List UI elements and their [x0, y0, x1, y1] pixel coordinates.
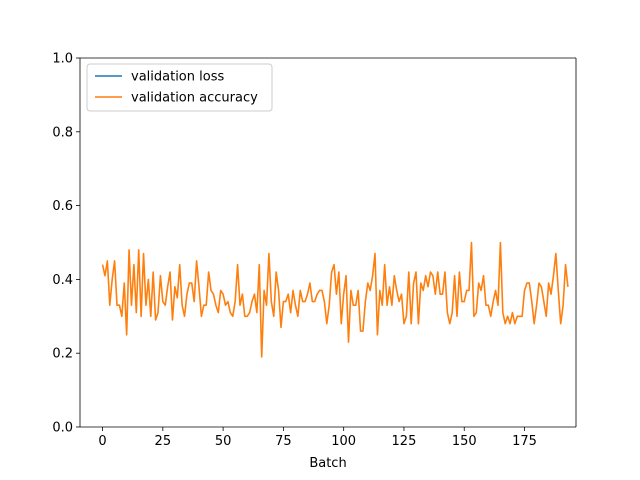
- x-axis-ticks: 0 25 50 75 100 125 150 175: [98, 427, 537, 449]
- series-line-validation-accuracy: [101, 241, 569, 358]
- y-tick-label: 0.0: [52, 421, 73, 436]
- y-axis-ticks: 0.0 0.2 0.4 0.6 0.8 1.0: [52, 52, 80, 436]
- x-tick-label: 50: [215, 434, 232, 449]
- series-layer: [101, 241, 569, 358]
- legend: validation loss validation accuracy: [86, 63, 273, 112]
- legend-label-validation-accuracy: validation accuracy: [131, 91, 258, 106]
- legend-label-validation-loss: validation loss: [131, 70, 224, 85]
- x-tick-label: 125: [392, 434, 417, 449]
- plot-area: [80, 58, 576, 427]
- axes-layer: [79, 57, 577, 428]
- x-tick-label: 150: [452, 434, 477, 449]
- y-tick-label: 1.0: [52, 52, 73, 67]
- y-tick-label: 0.2: [52, 347, 73, 362]
- x-axis-title: Batch: [309, 456, 346, 471]
- x-tick-label: 175: [512, 434, 537, 449]
- x-tick-label: 75: [275, 434, 292, 449]
- y-tick-label: 0.4: [52, 273, 73, 288]
- y-tick-label: 0.6: [52, 199, 73, 214]
- y-tick-label: 0.8: [52, 125, 73, 140]
- x-tick-label: 0: [98, 434, 106, 449]
- x-tick-label: 100: [331, 434, 356, 449]
- legend-box: [86, 63, 273, 112]
- x-tick-label: 25: [155, 434, 172, 449]
- plot-background: [80, 58, 576, 427]
